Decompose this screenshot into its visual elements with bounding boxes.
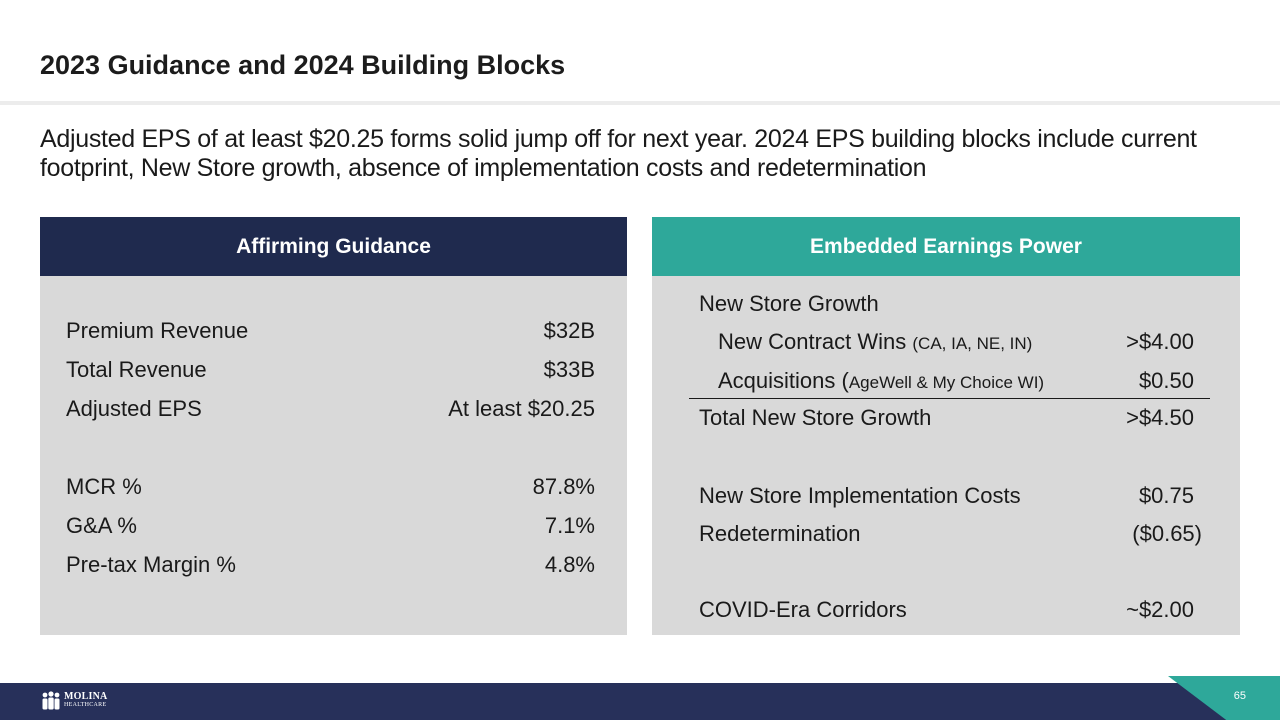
mcr-row: MCR % 87.8% (66, 474, 595, 500)
row-value: >$4.00 (1126, 329, 1194, 354)
acquisitions-row: Acquisitions (AgeWell & My Choice WI) $0… (699, 368, 1194, 394)
row-value: ~$2.00 (1126, 597, 1194, 622)
ga-row: G&A % 7.1% (66, 513, 595, 539)
row-value: $32B (543, 318, 595, 343)
row-detail: AgeWell & My Choice WI) (848, 373, 1045, 392)
footer-bar (0, 683, 1280, 720)
slide-title: 2023 Guidance and 2024 Building Blocks (40, 50, 566, 80)
premium-revenue-row: Premium Revenue $32B (66, 318, 595, 344)
row-label: New Contract Wins (CA, IA, NE, IN) (718, 329, 1033, 354)
section-label: New Store Growth (699, 291, 879, 316)
row-label: Adjusted EPS (66, 396, 202, 421)
logo-wordmark: MOLINA HEALTHCARE (64, 692, 107, 710)
redetermination-row: Redetermination ($0.65) (699, 521, 1202, 547)
row-label: MCR % (66, 474, 142, 499)
subtotal-divider (689, 398, 1210, 399)
row-label: Pre-tax Margin % (66, 552, 236, 577)
row-value: 87.8% (532, 474, 595, 499)
adjusted-eps-row: Adjusted EPS At least $20.25 (66, 396, 595, 422)
affirming-guidance-header: Affirming Guidance (40, 217, 627, 276)
row-label: Total New Store Growth (699, 405, 932, 430)
total-revenue-row: Total Revenue $33B (66, 357, 595, 383)
row-value: ($0.65) (1132, 521, 1202, 546)
row-value: 4.8% (544, 552, 595, 577)
row-value: >$4.50 (1126, 405, 1194, 430)
pretax-margin-row: Pre-tax Margin % 4.8% (66, 552, 595, 578)
embedded-earnings-panel: Embedded Earnings Power New Store Growth… (652, 217, 1240, 635)
row-value: $33B (543, 357, 595, 382)
row-label: Redetermination (699, 521, 861, 546)
slide-subtitle: Adjusted EPS of at least $20.25 forms so… (40, 125, 1197, 182)
row-value: At least $20.25 (448, 396, 595, 421)
implementation-costs-row: New Store Implementation Costs $0.75 (699, 483, 1194, 509)
row-label: G&A % (66, 513, 137, 538)
row-label: Total Revenue (66, 357, 207, 382)
row-value: $0.75 (1138, 483, 1194, 508)
covid-corridors-row: COVID-Era Corridors ~$2.00 (699, 597, 1194, 623)
new-store-growth-heading: New Store Growth (699, 291, 1194, 317)
row-label: COVID-Era Corridors (699, 597, 907, 622)
row-label: Premium Revenue (66, 318, 249, 343)
total-new-store-row: Total New Store Growth >$4.50 (699, 405, 1194, 431)
embedded-earnings-header: Embedded Earnings Power (652, 217, 1240, 276)
contract-wins-row: New Contract Wins (CA, IA, NE, IN) >$4.0… (699, 329, 1194, 355)
page-number: 65 (1233, 690, 1246, 702)
logo-line2: HEALTHCARE (64, 702, 107, 708)
row-label: New Store Implementation Costs (699, 483, 1021, 508)
logo-line1: MOLINA (64, 691, 108, 702)
row-value: $0.50 (1138, 368, 1194, 393)
people-icon (40, 690, 62, 712)
row-detail: (CA, IA, NE, IN) (912, 334, 1033, 353)
molina-logo: MOLINA HEALTHCARE (40, 689, 107, 713)
affirming-guidance-panel: Affirming Guidance Premium Revenue $32B … (40, 217, 627, 635)
row-value: 7.1% (544, 513, 595, 538)
row-label: Acquisitions (AgeWell & My Choice WI) (718, 368, 1045, 393)
title-divider (0, 101, 1280, 105)
